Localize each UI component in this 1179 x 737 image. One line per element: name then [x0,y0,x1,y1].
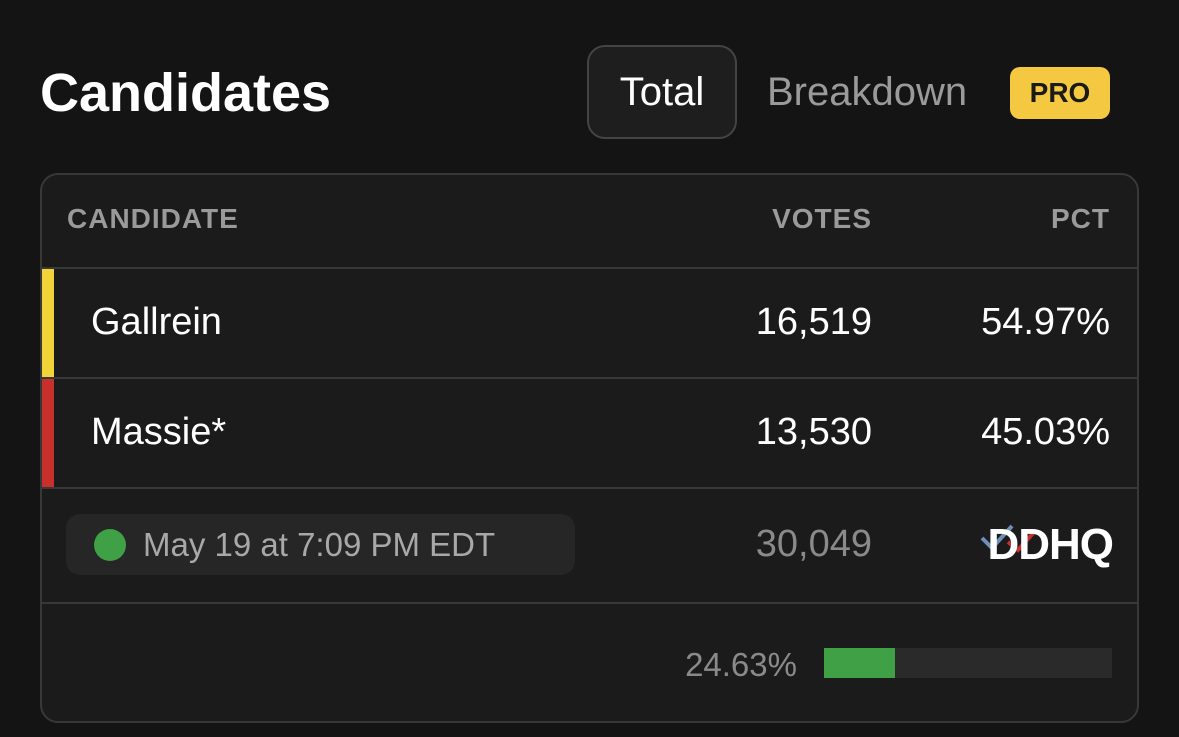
live-dot [94,529,126,561]
tab-total[interactable]: Total [587,45,737,139]
reporting-track [824,648,1112,678]
reporting-label: 24.63% [685,646,797,683]
results-card [40,173,1139,723]
pct: 45.03% [981,411,1110,453]
column-header: PCT [1051,203,1110,234]
title: Candidates [40,63,332,123]
tab-breakdown[interactable]: Breakdown [767,70,968,114]
reporting-bar [824,648,895,678]
candidate-name: Gallrein [91,301,222,343]
timestamp: May 19 at 7:09 PM EDT [143,526,496,563]
total-votes: 30,049 [755,523,872,565]
candidate-name: Massie* [91,411,227,453]
timestamp-pill [66,514,575,575]
votes: 16,519 [755,301,872,343]
pro-badge: PRO [1010,67,1110,119]
pct: 54.97% [981,301,1110,343]
column-header: VOTES [772,203,872,234]
divider [42,267,1137,269]
candidate-color [42,269,54,377]
divider [42,602,1137,604]
votes: 13,530 [755,411,872,453]
logo-checks [980,524,1038,553]
source-logo: DDHQ [987,520,1114,569]
divider [42,487,1137,489]
column-header: CANDIDATE [67,203,239,234]
candidate-color [42,379,54,487]
divider [42,377,1137,379]
